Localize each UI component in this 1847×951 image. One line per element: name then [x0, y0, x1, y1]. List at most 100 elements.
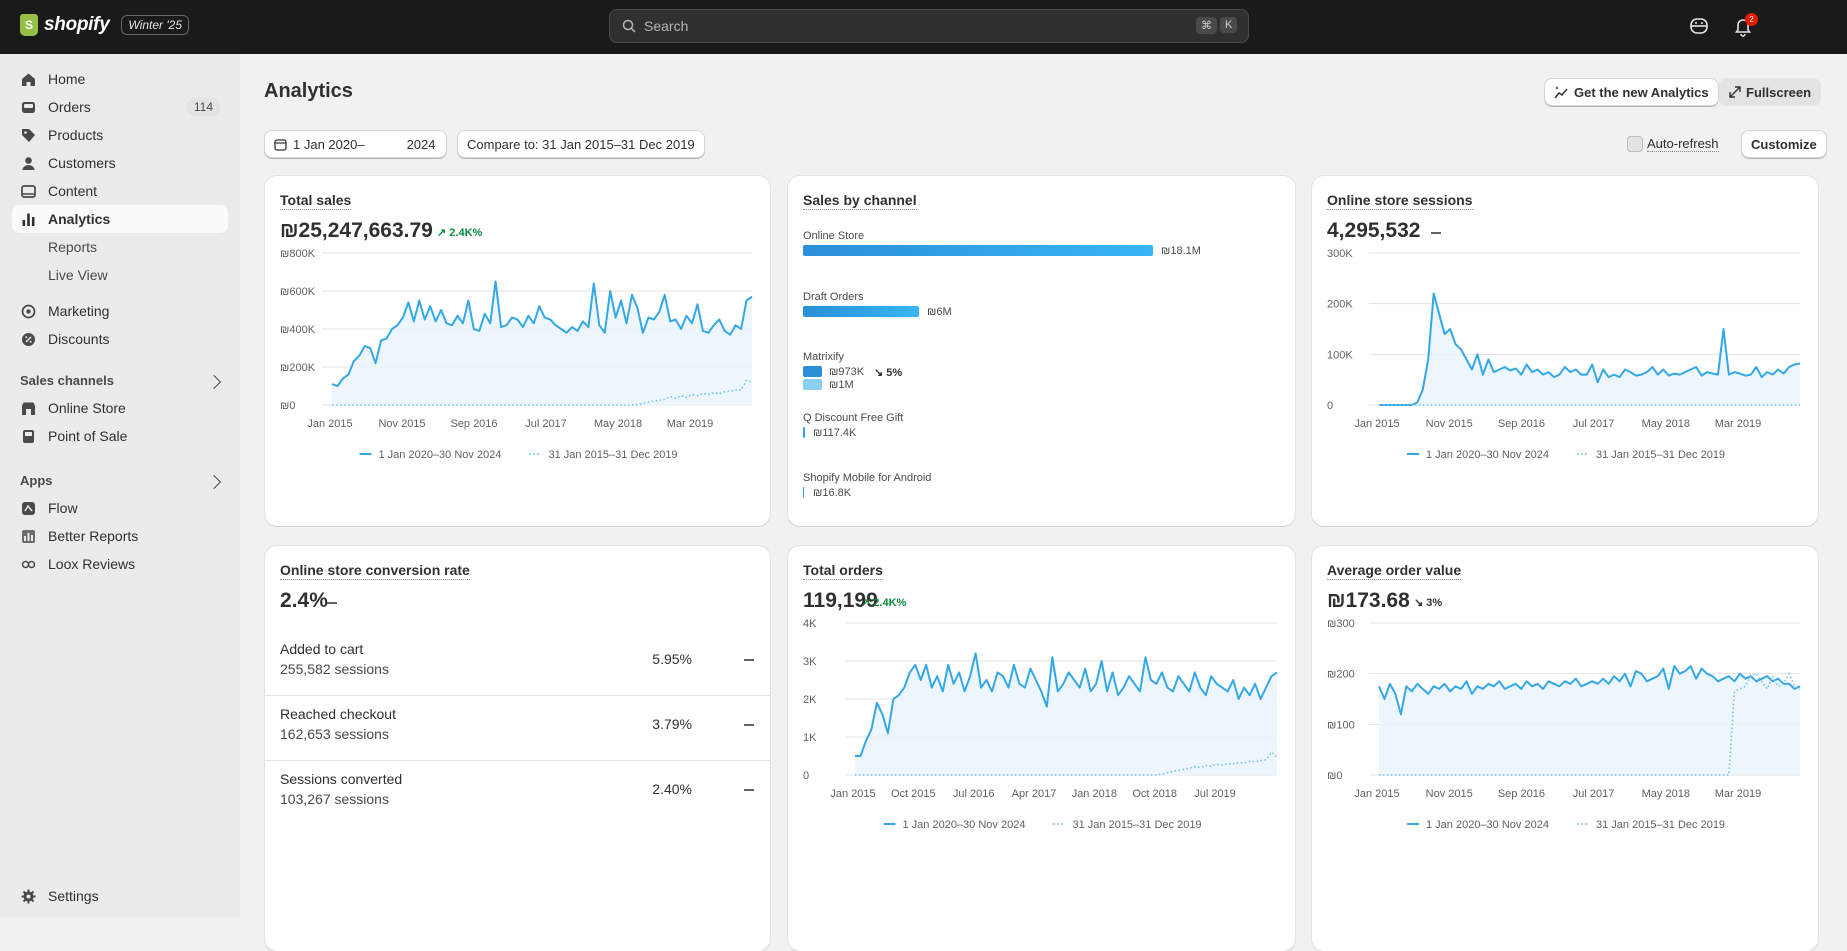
- matrixify-trend-value: 5%: [886, 367, 903, 379]
- sidebar-item-label: Analytics: [48, 211, 111, 227]
- sidebar-item-products[interactable]: Products: [12, 121, 228, 149]
- matrixify-trend: ↘ 5%: [874, 366, 902, 379]
- fullscreen-button[interactable]: Fullscreen: [1719, 78, 1822, 106]
- notification-count: 2: [1745, 13, 1758, 26]
- shopify-bag-icon: [20, 14, 38, 36]
- channel-bar-online-store[interactable]: [803, 245, 1153, 256]
- person-icon: [22, 157, 35, 170]
- x-tick-label: Sep 2016: [450, 418, 497, 430]
- sidebar-item-loox-reviews[interactable]: Loox Reviews: [12, 550, 228, 578]
- aov-card[interactable]: Average order value ₪173.68 ↘ 3% ₪0 ₪100 ₪…: [1312, 546, 1818, 951]
- compare-label: Compare to: 31 Jan 2015–31 Dec 2019: [467, 136, 695, 152]
- conversion-step-value: 5.95%: [652, 651, 692, 667]
- no-change-dash: [744, 724, 754, 726]
- channel-value: ₪16.8K: [813, 487, 852, 499]
- compare-button[interactable]: Compare to: 31 Jan 2015–31 Dec 2019: [457, 130, 705, 158]
- gear-icon: [21, 889, 36, 904]
- conversion-row: Added to cart 255,582 sessions 5.95%: [265, 631, 770, 696]
- total-sales-card[interactable]: Total sales ₪25,247,663.79 ↗ 2.4K% ₪0 ₪20…: [265, 176, 770, 526]
- sidebar-item-online-store[interactable]: Online Store: [12, 394, 228, 422]
- sidebar-item-customers[interactable]: Customers: [12, 149, 228, 177]
- sidebar-item-label: Live View: [48, 267, 108, 283]
- expand-icon: [1729, 86, 1741, 98]
- sidebar-item-reports[interactable]: Reports: [12, 233, 228, 261]
- sidebar-item-flow[interactable]: Flow: [12, 494, 228, 522]
- y-tick-label: 1K: [803, 732, 817, 744]
- channel-bar-shopify-mobile[interactable]: [803, 487, 804, 498]
- card-value: ₪25,247,663.79: [280, 219, 433, 242]
- sidebar-item-marketing[interactable]: Marketing: [12, 297, 228, 325]
- card-title[interactable]: Sales by channel: [803, 192, 917, 210]
- channel-value-previous: ₪1M: [829, 379, 854, 391]
- store-face-icon[interactable]: [1688, 15, 1710, 37]
- target-icon: [21, 304, 36, 319]
- chevron-right-icon[interactable]: [206, 474, 222, 490]
- sales-by-channel-card[interactable]: Sales by channel Online Store ₪18.1M Dra…: [788, 176, 1295, 526]
- kbd-k: K: [1220, 17, 1238, 33]
- sidebar-item-better-reports[interactable]: Better Reports: [12, 522, 228, 550]
- sidebar-item-content[interactable]: Content: [12, 177, 228, 205]
- sidebar-item-label: Point of Sale: [48, 428, 128, 444]
- get-new-analytics-button[interactable]: Get the new Analytics: [1544, 78, 1719, 106]
- sidebar-item-orders[interactable]: Orders 114: [12, 93, 228, 121]
- conversion-step-value: 3.79%: [652, 716, 692, 732]
- x-tick-label: Mar 2019: [1715, 788, 1761, 800]
- conversion-step-label: Added to cart: [280, 641, 364, 657]
- chevron-right-icon[interactable]: [206, 374, 222, 390]
- conversion-step-sessions: 255,582 sessions: [280, 661, 389, 677]
- auto-refresh-label[interactable]: Auto-refresh: [1647, 136, 1719, 152]
- trend-value: 3%: [1426, 597, 1443, 609]
- x-tick-label: Jul 2019: [1194, 788, 1236, 800]
- y-tick-label: 100K: [1327, 349, 1353, 361]
- sidebar-item-discounts[interactable]: Discounts: [12, 325, 228, 353]
- channel-bar-matrixify-previous[interactable]: [803, 379, 822, 390]
- channel-bar-matrixify[interactable]: [803, 366, 822, 377]
- y-tick-label: ₪0: [280, 400, 295, 412]
- card-title[interactable]: Total sales: [280, 192, 352, 210]
- card-title[interactable]: Average order value: [1327, 562, 1462, 580]
- x-tick-label: Apr 2017: [1012, 788, 1057, 800]
- date-range-picker[interactable]: 1 Jan 2020– 2024: [264, 130, 447, 158]
- x-tick-label: May 2018: [1642, 788, 1690, 800]
- card-title[interactable]: Online store conversion rate: [280, 562, 470, 580]
- sales-channels-title[interactable]: Sales channels: [20, 373, 114, 388]
- sidebar-item-label: Flow: [48, 500, 78, 516]
- customize-button[interactable]: Customize: [1741, 130, 1827, 158]
- orders-icon: [22, 102, 35, 113]
- sidebar-item-label: Reports: [48, 239, 98, 255]
- y-tick-label: ₪800K: [280, 248, 316, 260]
- total-orders-card[interactable]: Total orders 119,199 ↗ 2.4K% 0 1K 2K 3K 4K Ja…: [788, 546, 1295, 951]
- sidebar-item-live-view[interactable]: Live View: [12, 261, 228, 289]
- auto-refresh-checkbox[interactable]: [1627, 136, 1643, 152]
- card-value: ₪173.68: [1327, 589, 1410, 612]
- aov-chart: ₪0 ₪100 ₪200 ₪300 Jan 2015 Nov 2015 Sep 2016 Ju…: [1327, 618, 1801, 831]
- total-sales-chart: ₪0 ₪200K ₪400K ₪600K ₪800K Jan 2015 Nov 2015 Se…: [280, 248, 753, 461]
- channel-bar-q-discount[interactable]: [803, 427, 805, 438]
- sidebar-item-point-of-sale[interactable]: Point of Sale: [12, 422, 228, 450]
- search-input[interactable]: Search ⌘ K: [609, 9, 1249, 43]
- series-line-current: [331, 280, 753, 387]
- x-tick-label: May 2018: [594, 418, 642, 430]
- sidebar-item-settings[interactable]: Settings: [12, 882, 228, 910]
- x-tick-label: Oct 2018: [1132, 788, 1177, 800]
- conversion-rate-card[interactable]: Online store conversion rate 2.4% Added …: [265, 546, 770, 951]
- x-tick-label: Jan 2015: [1354, 418, 1399, 430]
- conversion-row: Sessions converted 103,267 sessions 2.40…: [265, 761, 770, 826]
- sidebar-item-analytics[interactable]: Analytics: [12, 205, 228, 233]
- apps-title[interactable]: Apps: [20, 473, 53, 488]
- channel-bar-draft-orders[interactable]: [803, 306, 919, 317]
- page-title: Analytics: [264, 80, 353, 102]
- x-tick-label: Sep 2016: [1498, 788, 1545, 800]
- sessions-card[interactable]: Online store sessions 4,295,532 0 100K 200…: [1312, 176, 1818, 526]
- card-title[interactable]: Total orders: [803, 562, 883, 580]
- shopify-logo[interactable]: shopify Winter '25: [20, 14, 190, 36]
- sidebar-item-label: Online Store: [48, 400, 126, 416]
- trend-badge: ↗ 2.4K%: [437, 226, 482, 239]
- sidebar-item-home[interactable]: Home: [12, 65, 228, 93]
- x-tick-label: May 2018: [1642, 418, 1690, 430]
- no-change-dash: [744, 659, 754, 661]
- card-title[interactable]: Online store sessions: [1327, 192, 1473, 210]
- date-range-start: 1 Jan 2020–: [293, 136, 365, 152]
- trend-value: 2.4K%: [449, 227, 483, 239]
- x-tick-label: Jul 2016: [953, 788, 995, 800]
